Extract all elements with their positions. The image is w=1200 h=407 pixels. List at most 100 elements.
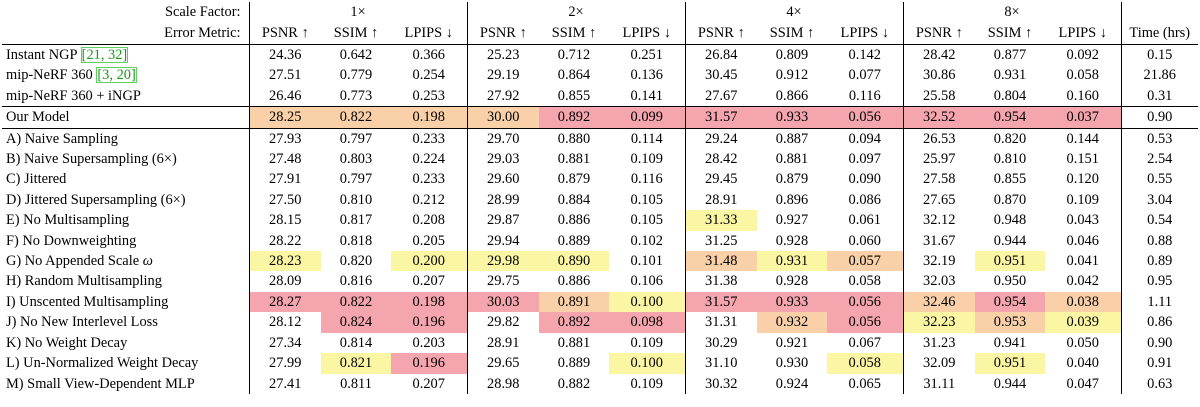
- citation-ref[interactable]: 3: [102, 67, 110, 84]
- metric-value: 27.91: [248, 169, 321, 190]
- metric-value: 0.884: [557, 191, 591, 208]
- results-table: Scale Factor: 1× 2× 4× 8× Error Metric: …: [2, 2, 1198, 394]
- metric-value: 0.891: [539, 291, 609, 313]
- metric-value: 0.881: [557, 334, 591, 351]
- method-name-text: Instant NGP: [6, 47, 78, 63]
- metric-value: 0.114: [630, 130, 663, 147]
- metric-value: 0.224: [412, 151, 445, 168]
- method-name-text: L) Un-Normalized Weight Decay: [6, 355, 199, 372]
- metric-value: 0.881: [775, 151, 809, 168]
- time-value: 0.54: [1120, 210, 1198, 231]
- method-name-text: E) No Multisampling: [6, 212, 130, 229]
- metric-value: 27.92: [466, 85, 539, 108]
- metric-value: 0.253: [391, 85, 467, 108]
- metric-value: 30.29: [684, 332, 757, 354]
- metric-value: 0.198: [391, 106, 467, 129]
- metric-value: 0.056: [827, 312, 903, 333]
- metric-value: 0.927: [775, 212, 809, 229]
- metric-value: 0.207: [412, 375, 445, 392]
- metric-value: 0.951: [975, 251, 1045, 272]
- method-name: I) Unscented Multisampling: [2, 292, 249, 312]
- table-row: K) No Weight Decay 27.34 0.814 0.203 28.91 0.…: [2, 332, 1198, 354]
- table-row: C) Jittered 27.91 0.797 0.233 29.60 0.879 0.11…: [2, 169, 1198, 190]
- metric-value: 27.99: [248, 353, 321, 374]
- citation-link[interactable]: [21, 32]: [80, 47, 129, 63]
- metric-value: 31.33: [684, 210, 757, 231]
- metric-value: 28.99: [466, 189, 539, 211]
- metric-value: 0.046: [1066, 232, 1099, 249]
- metric-value: 0.944: [993, 375, 1027, 392]
- metric-value: 27.67: [684, 85, 757, 108]
- metric-value: 0.116: [630, 171, 663, 188]
- error-metric-label: Error Metric:: [2, 23, 249, 45]
- metric-value: 28.09: [248, 271, 321, 292]
- metric-value: 0.820: [339, 253, 373, 270]
- metric-value: 29.98: [466, 251, 539, 272]
- metric-value: 0.779: [339, 67, 373, 84]
- metric-value: 27.93: [248, 128, 321, 150]
- metric-value: 26.84: [684, 44, 757, 66]
- metric-value: 28.42: [902, 44, 975, 66]
- metric-header-3-2: LPIPS ↓: [827, 23, 903, 45]
- metric-value: 0.099: [609, 106, 685, 129]
- citation-ref[interactable]: 21: [86, 47, 101, 63]
- omega-symbol: ω: [142, 253, 153, 270]
- time-value: 0.53: [1120, 128, 1198, 150]
- scale-1x-header: 1×: [248, 2, 467, 23]
- metric-value: 0.043: [1066, 212, 1099, 229]
- metric-value: 0.109: [630, 334, 663, 351]
- method-name-text: mip-NeRF 360 + iNGP: [6, 87, 141, 104]
- metric-value: 0.056: [827, 291, 903, 313]
- method-name: C) Jittered: [2, 169, 249, 189]
- metric-value: 0.077: [848, 67, 881, 84]
- metric-header-4-1: SSIM ↑: [975, 23, 1045, 45]
- metric-value: 0.116: [827, 85, 903, 108]
- metric-value: 0.944: [993, 232, 1027, 249]
- metric-value: 0.203: [412, 334, 445, 351]
- citation-ref[interactable]: 32: [108, 47, 123, 63]
- metric-value: 0.207: [412, 273, 445, 290]
- table-row: L) Un-Normalized Weight Decay 27.99 0.821 0…: [2, 353, 1198, 374]
- metric-value: 0.060: [848, 232, 881, 249]
- metric-value: 29.03: [466, 149, 539, 170]
- metric-value: 0.102: [630, 232, 663, 249]
- citation-link[interactable]: [3, 20]: [96, 67, 137, 84]
- metric-header-1-1: SSIM ↑: [321, 23, 391, 45]
- metric-value: 27.41: [248, 373, 321, 394]
- metric-value: 31.11: [902, 373, 975, 394]
- metric-value: 0.882: [557, 375, 591, 392]
- method-name: L) Un-Normalized Weight Decay: [2, 353, 249, 373]
- metric-value: 29.70: [466, 128, 539, 150]
- citation-ref[interactable]: 20: [116, 67, 131, 84]
- method-name-text: M) Small View-Dependent MLP: [6, 375, 195, 392]
- time-value: 0.95: [1120, 271, 1198, 292]
- method-name-text: K) No Weight Decay: [6, 334, 128, 351]
- table-row: mip-NeRF 360 + iNGP 26.46 0.773 0.253 27.92 0…: [2, 85, 1198, 108]
- time-value: 1.11: [1120, 291, 1198, 313]
- method-name-text: H) Random Multisampling: [6, 273, 162, 290]
- metric-value: 0.855: [993, 171, 1027, 188]
- metric-value: 29.24: [684, 128, 757, 150]
- metric-value: 0.912: [775, 67, 809, 84]
- method-name-text: B) Naive Supersampling (6×): [6, 151, 177, 168]
- metric-value: 0.810: [339, 191, 373, 208]
- metric-header-2-2: LPIPS ↓: [609, 23, 685, 45]
- metric-header-row: Error Metric: PSNR ↑ SSIM ↑ LPIPS ↓ PSNR ↑ S…: [2, 23, 1198, 45]
- metric-value: 31.38: [684, 271, 757, 292]
- method-name-text: G) No Appended Scale: [6, 253, 140, 270]
- metric-value: 0.109: [630, 375, 663, 392]
- metric-value: 0.822: [321, 291, 391, 313]
- method-name: D) Jittered Supersampling (6×): [2, 190, 249, 210]
- metric-value: 0.892: [539, 106, 609, 129]
- scale-4x-header: 4×: [684, 2, 903, 23]
- metric-value: 0.642: [339, 47, 373, 63]
- metric-value: 0.896: [775, 191, 809, 208]
- table-row: H) Random Multisampling 28.09 0.816 0.207 29…: [2, 271, 1198, 292]
- metric-value: 0.712: [557, 47, 591, 63]
- metric-value: 0.141: [609, 85, 685, 108]
- method-name: H) Random Multisampling: [2, 271, 249, 291]
- scale-factor-label: Scale Factor:: [164, 4, 241, 20]
- metric-value: 28.98: [466, 373, 539, 394]
- metric-value: 29.65: [466, 353, 539, 374]
- method-name: Instant NGP [21, 32]: [2, 45, 249, 66]
